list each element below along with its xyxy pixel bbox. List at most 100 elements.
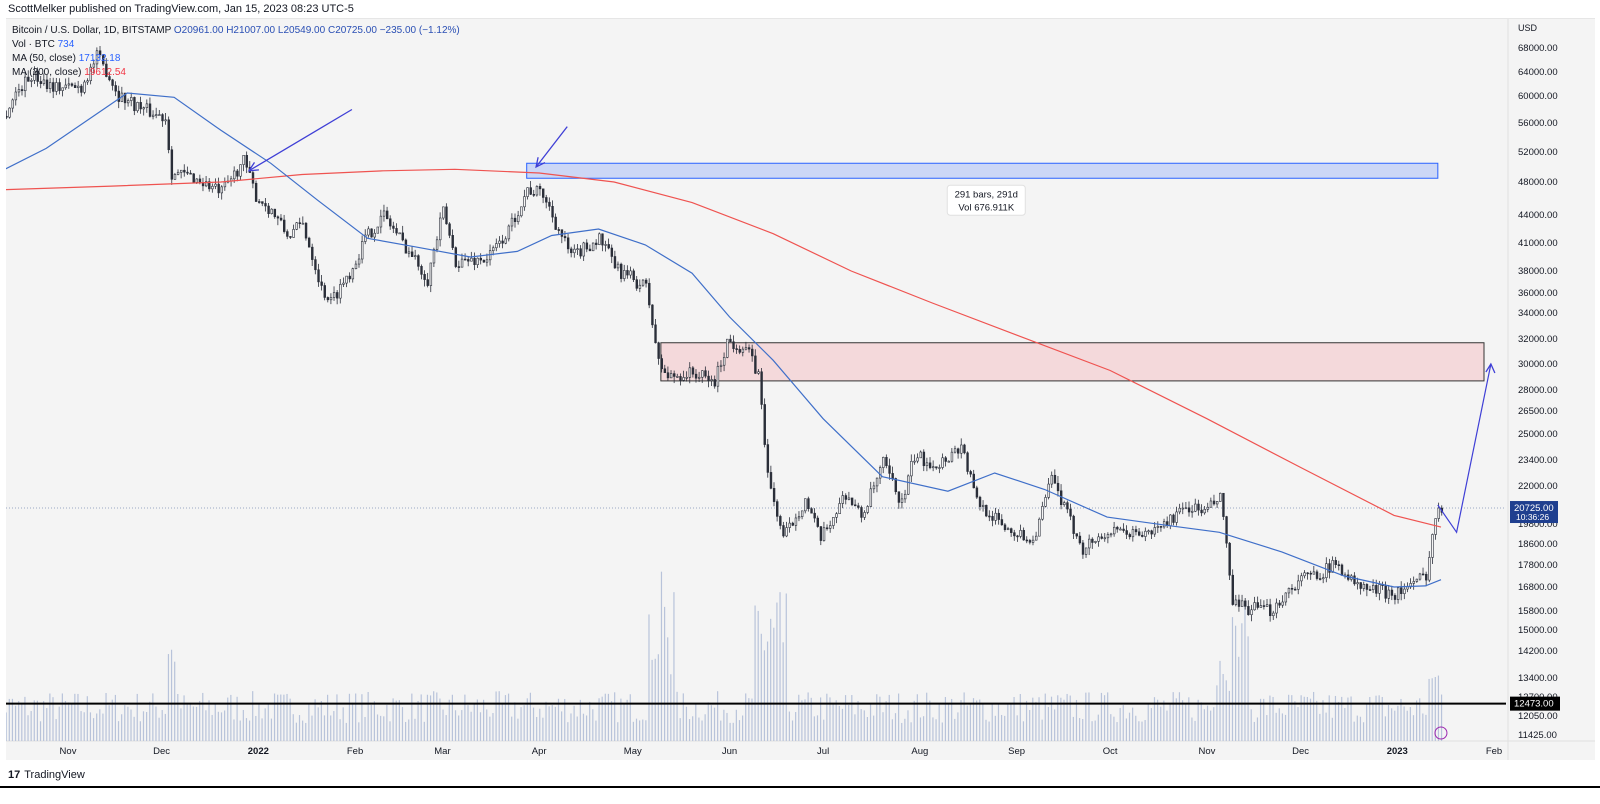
legend-vol-label: Vol · BTC [12, 39, 55, 50]
candle-body [136, 102, 139, 112]
candle-body [361, 241, 364, 260]
candle-body [1259, 605, 1263, 608]
volume-bar [798, 694, 800, 741]
volume-bar [901, 722, 903, 741]
volume-bar [770, 618, 772, 741]
candle-body [492, 247, 495, 252]
candle-body [975, 487, 979, 498]
volume-bar [242, 709, 244, 741]
volume-bar [1128, 712, 1131, 741]
candle-body [454, 247, 458, 267]
volume-bar [866, 716, 869, 741]
candle-body [1053, 474, 1057, 484]
volume-bar [589, 701, 591, 741]
volume-bar [373, 701, 375, 741]
volume-bar [507, 693, 510, 741]
candle-body [1025, 539, 1029, 542]
volume-bar [280, 694, 282, 741]
volume-bar [414, 718, 416, 741]
candle-body [1106, 534, 1110, 539]
volume-bar [8, 698, 10, 741]
ma50-line [6, 92, 1442, 588]
candle-body [520, 206, 523, 217]
candle-body [211, 185, 214, 190]
candle-body [1016, 535, 1019, 538]
volume-bar [1004, 715, 1006, 741]
volume-bar [43, 701, 45, 741]
candle-body [560, 229, 564, 237]
price-tick-label: 44000.00 [1518, 210, 1558, 221]
candle-body [139, 102, 142, 110]
volume-bar [1322, 700, 1324, 741]
time-tick-label: Mar [434, 746, 450, 757]
candle-body [105, 63, 108, 77]
price-chart[interactable]: USD 68000.00 64000.00 60000.00 56000.00 52000… [6, 19, 1595, 760]
volume-bar [158, 717, 160, 741]
candle-body [482, 259, 486, 263]
volume-bar [526, 698, 528, 741]
candle-body [1437, 507, 1440, 519]
volume-bar [848, 704, 850, 741]
candle-body [716, 366, 720, 387]
volume-bar [99, 709, 101, 741]
volume-bar [1085, 692, 1087, 741]
candle-body [548, 201, 551, 207]
candle-body [279, 217, 283, 221]
candle-body [875, 477, 879, 487]
candle-body [648, 282, 651, 306]
volume-bar [320, 700, 322, 741]
volume-bar [1434, 676, 1436, 741]
volume-bar [1054, 709, 1056, 741]
volume-bar [1094, 720, 1096, 741]
candle-body [882, 457, 885, 468]
volume-bar [620, 698, 622, 741]
candle-body [192, 173, 195, 183]
volume-bar [139, 721, 141, 741]
candle-body [554, 216, 557, 230]
candle-body [1265, 604, 1269, 607]
volume-bar [167, 654, 170, 741]
volume-bar [788, 711, 791, 741]
volume-bar [982, 703, 984, 741]
candle-body [1222, 492, 1225, 517]
candle-body [376, 226, 380, 234]
volume-bar [495, 691, 497, 741]
candle-body [348, 275, 351, 280]
volume-bar [913, 700, 915, 741]
volume-bar [161, 710, 163, 741]
candle-body [595, 242, 598, 245]
legend-volume-row: Vol · BTC 734 [12, 38, 460, 52]
candle-body [1362, 584, 1366, 589]
candle-body [476, 257, 479, 265]
candle-body [1272, 612, 1275, 616]
footer: 17 TradingView [0, 760, 1600, 804]
candle-body [283, 219, 286, 232]
candle-body [148, 103, 152, 117]
measure-zone [526, 162, 1439, 179]
candle-body [1387, 589, 1391, 599]
candle-body [1209, 500, 1213, 508]
candle-body [988, 515, 991, 518]
volume-bar [1275, 712, 1277, 741]
volume-bar [1013, 696, 1015, 741]
candle-body [467, 259, 470, 262]
candle-body [935, 466, 938, 469]
volume-bar [214, 704, 216, 741]
tradingview-logo[interactable]: 17 TradingView [8, 769, 85, 781]
volume-bar [1138, 721, 1140, 741]
volume-bar [111, 699, 113, 741]
chart-area[interactable]: USD 68000.00 64000.00 60000.00 56000.00 52000… [6, 18, 1595, 760]
candle-body [816, 517, 819, 527]
volume-bar [991, 703, 993, 741]
legend-ma200-row: MA (200, close) 19612.54 [12, 66, 460, 80]
price-tick-label: 28000.00 [1518, 385, 1558, 396]
volume-bar [358, 722, 360, 741]
current-price-label: 20725.00 [1514, 503, 1554, 514]
candle-body [298, 222, 302, 224]
volume-bar [492, 713, 494, 741]
candle-body [1215, 501, 1219, 505]
candle-body [607, 244, 610, 249]
volume-bar [1384, 716, 1386, 741]
candle-body [220, 186, 223, 194]
measure-label-bars: 291 bars, 291d [955, 189, 1018, 200]
